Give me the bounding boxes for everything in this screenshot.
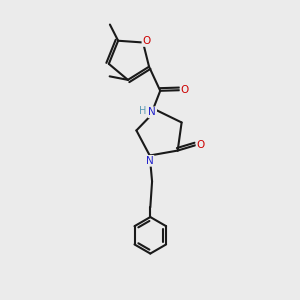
- Text: O: O: [181, 85, 189, 95]
- Text: O: O: [142, 36, 151, 46]
- Text: N: N: [146, 156, 154, 166]
- Text: H: H: [139, 106, 146, 116]
- Text: N: N: [148, 107, 156, 117]
- Text: O: O: [196, 140, 205, 150]
